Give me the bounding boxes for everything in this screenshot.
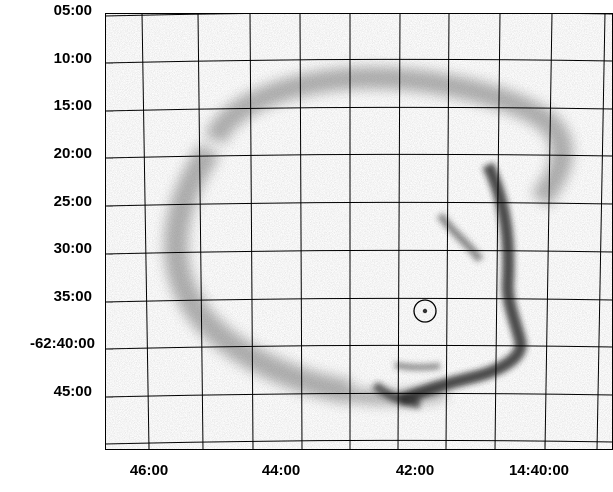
dec-label: 35:00 bbox=[53, 288, 92, 305]
grid-ra-line bbox=[596, 13, 606, 450]
remnant-bright-limb bbox=[372, 162, 527, 409]
grid-dec-line bbox=[105, 249, 613, 255]
dec-label: 20:00 bbox=[53, 145, 92, 162]
grid-dec-line bbox=[105, 297, 613, 303]
grid-dec-line bbox=[105, 439, 613, 445]
dec-label: -62:40:00 bbox=[29, 335, 95, 352]
grid-ra-line bbox=[141, 13, 150, 450]
grid-ra-line bbox=[445, 13, 450, 450]
frame-ticks bbox=[105, 62, 546, 450]
point-source-marker bbox=[413, 299, 437, 323]
grid-dec-line bbox=[105, 201, 613, 207]
grid-ra-line bbox=[299, 13, 303, 450]
grid-ra-line bbox=[544, 13, 553, 450]
dec-label: 10:00 bbox=[53, 50, 92, 67]
grid-dec-line bbox=[105, 344, 613, 350]
ra-label: 46:00 bbox=[129, 462, 169, 479]
grid-ra-line bbox=[494, 13, 501, 450]
dec-label: 25:00 bbox=[53, 193, 92, 210]
grid-dec-line bbox=[105, 58, 613, 64]
grid-dec-line bbox=[105, 106, 613, 112]
dec-label: 15:00 bbox=[53, 97, 92, 114]
dec-label: 05:00 bbox=[53, 2, 92, 19]
ra-label: 44:00 bbox=[261, 462, 301, 479]
point-source bbox=[422, 308, 428, 314]
dec-label: 45:00 bbox=[53, 383, 92, 400]
grid-ra-line bbox=[397, 13, 401, 450]
ra-label: 14:40:00 bbox=[508, 462, 570, 479]
dec-label: 30:00 bbox=[53, 240, 92, 257]
grid-ra-line bbox=[249, 13, 254, 450]
grid-dec-line bbox=[105, 153, 613, 159]
grid-ra-line bbox=[197, 13, 204, 450]
grid-dec-line bbox=[105, 392, 613, 398]
ra-label: 42:00 bbox=[395, 462, 435, 479]
